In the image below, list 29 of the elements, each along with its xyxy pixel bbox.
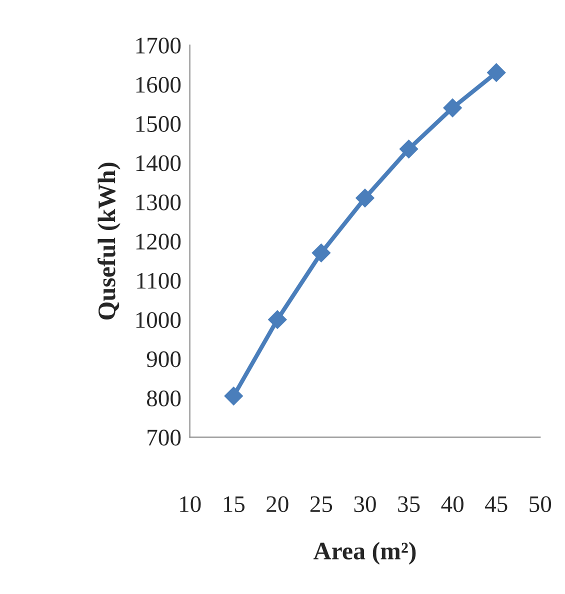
x-tick-label: 25 bbox=[310, 496, 332, 512]
point bbox=[486, 63, 506, 82]
y-tick-label: 700 bbox=[148, 430, 181, 446]
point bbox=[443, 98, 462, 118]
point bbox=[399, 140, 418, 158]
y-tick-label: 800 bbox=[146, 390, 181, 406]
y-tick-label: 900 bbox=[146, 351, 181, 368]
point bbox=[268, 310, 287, 329]
y-tick-label: 1200 bbox=[136, 234, 181, 250]
y-tick-label: 1700 bbox=[136, 38, 181, 54]
y-tick-label: 1300 bbox=[136, 194, 181, 210]
y-tick-label: 1400 bbox=[136, 155, 181, 172]
x-tick-label: 10 bbox=[180, 496, 201, 512]
x-tick-label: 45 bbox=[485, 496, 508, 512]
point bbox=[312, 244, 331, 262]
x-tick-label: 20 bbox=[266, 496, 288, 512]
x-axis-title: Area (m²) bbox=[313, 542, 416, 565]
x-tick-label: 30 bbox=[354, 496, 376, 512]
y-axis-title: Quseful (kWh) bbox=[97, 162, 120, 320]
x-tick-label: 50 bbox=[530, 496, 552, 512]
y-tick-label: 1600 bbox=[136, 76, 181, 93]
y-tick-label: 1500 bbox=[136, 116, 181, 132]
x-tick-label: 40 bbox=[441, 496, 464, 512]
point bbox=[224, 386, 243, 406]
y-tick-label: 1100 bbox=[137, 272, 181, 289]
x-tick-label: 35 bbox=[398, 496, 420, 512]
y-tick-label: 1000 bbox=[136, 312, 181, 328]
point bbox=[356, 188, 374, 208]
x-tick-label: 15 bbox=[224, 496, 245, 512]
